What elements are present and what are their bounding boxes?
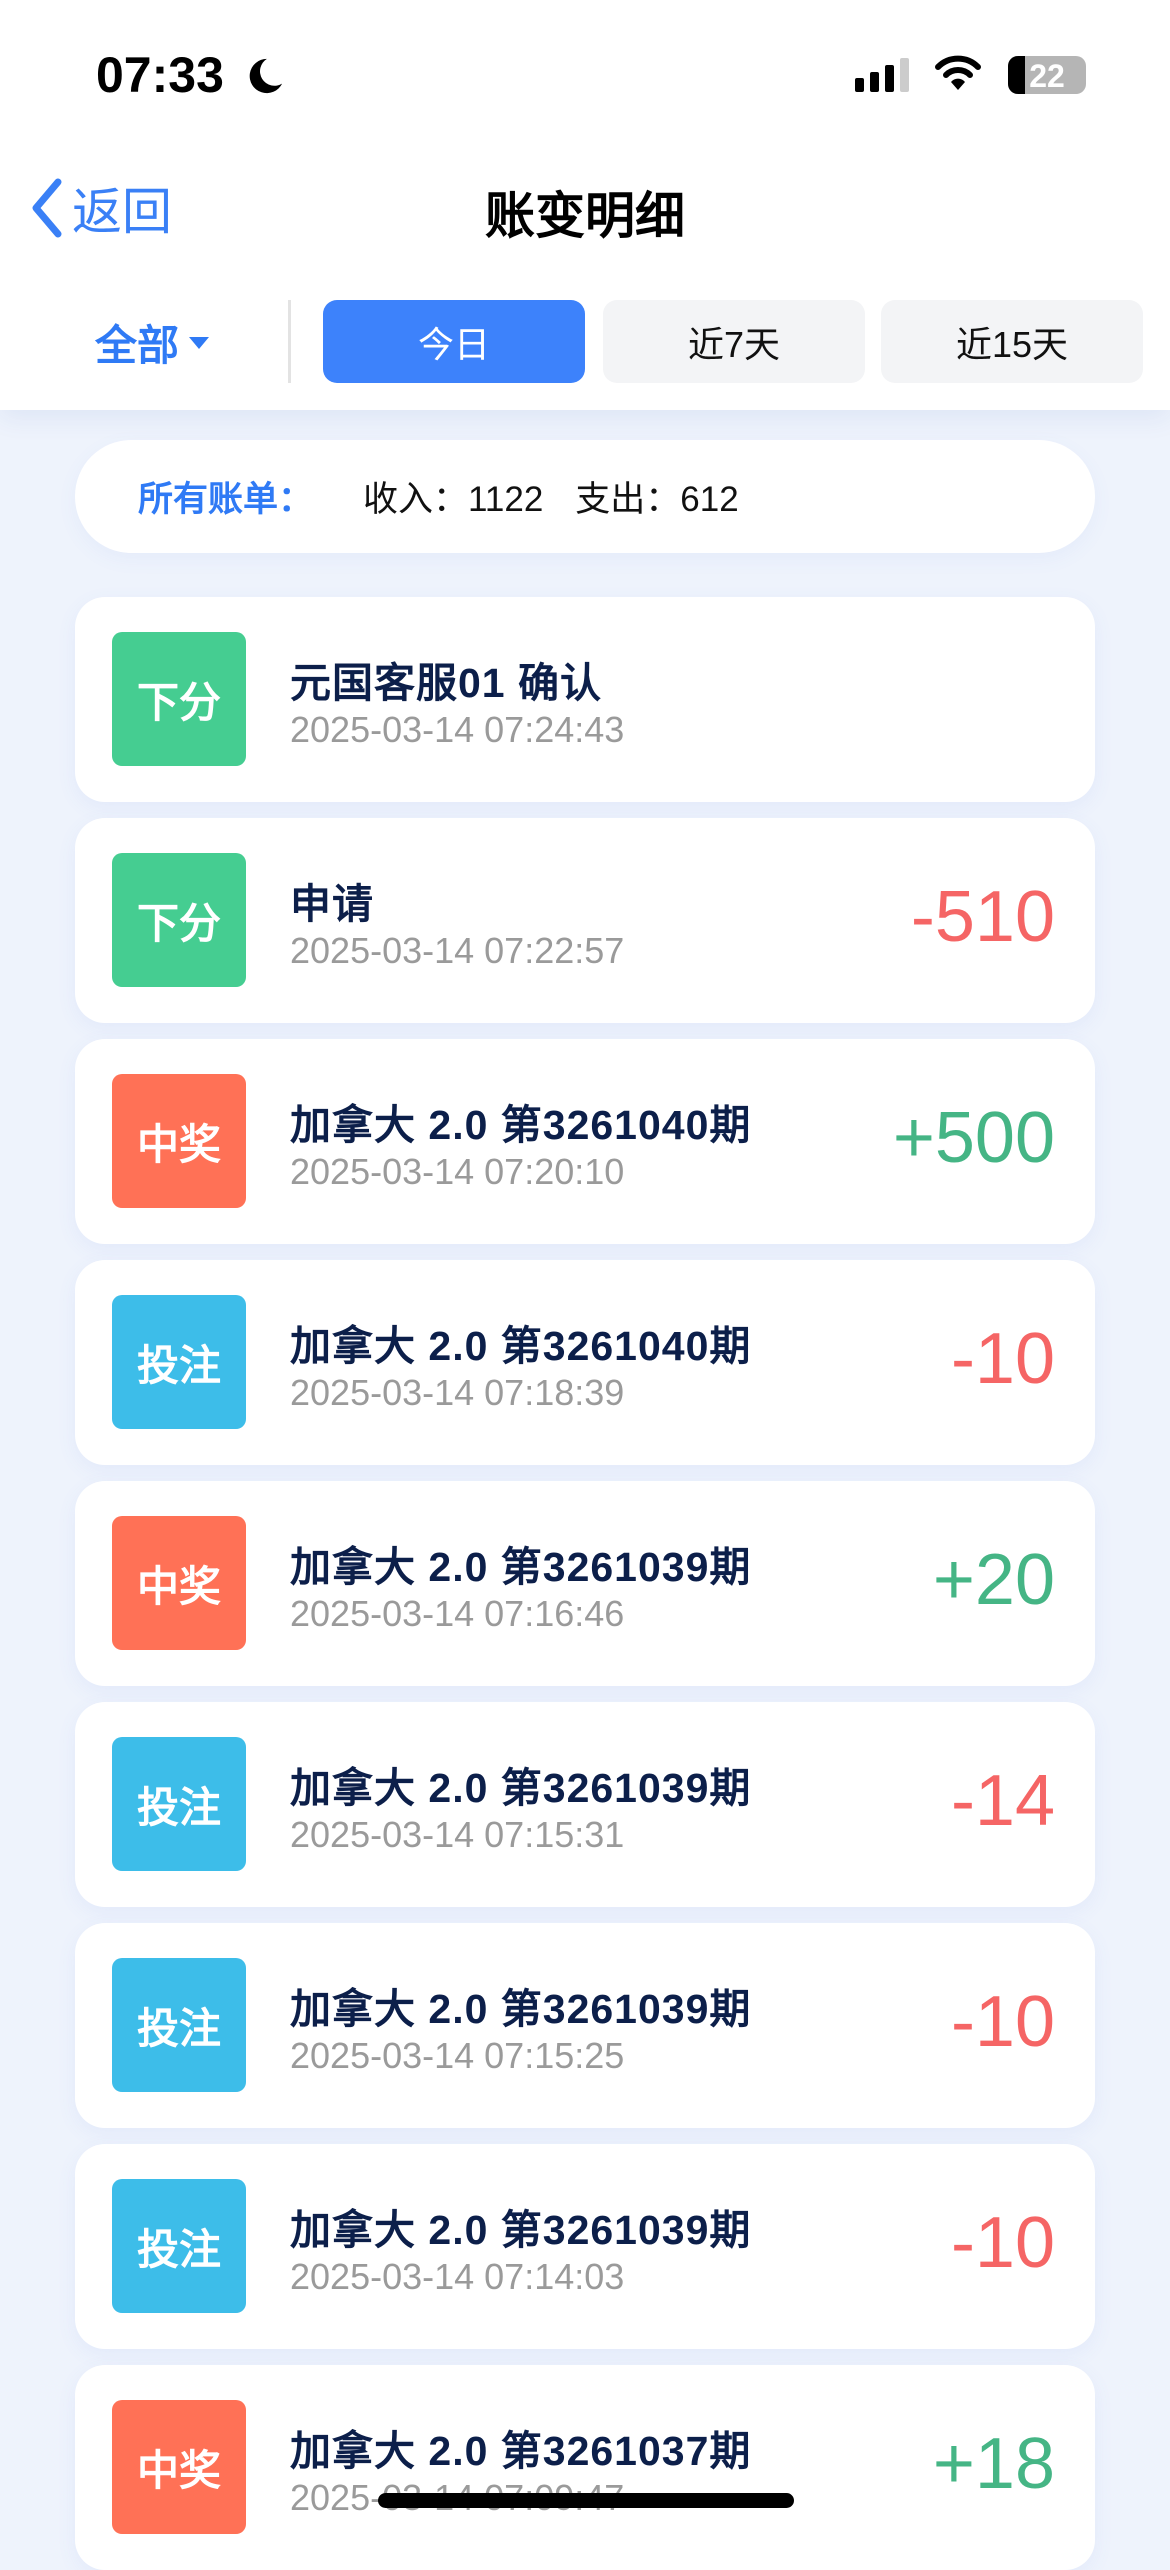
record-amount: -10 xyxy=(950,1319,1055,1399)
record-amount: +20 xyxy=(932,1540,1055,1620)
signal-icon xyxy=(855,58,909,92)
tab-7-days[interactable]: 近7天 xyxy=(603,300,865,383)
back-button[interactable]: 返回 xyxy=(28,172,172,244)
record-title: 元国客服01 确认 xyxy=(290,660,602,706)
wifi-icon xyxy=(935,55,981,90)
expense-total: 支出：612 xyxy=(575,480,739,519)
status-time: 07:33 xyxy=(96,47,224,103)
back-label: 返回 xyxy=(72,184,172,240)
record-title: 加拿大 2.0 第3261040期 xyxy=(290,1323,752,1369)
record-type-badge: 投注 xyxy=(112,2179,246,2313)
record-type-badge: 下分 xyxy=(112,853,246,987)
record-card[interactable]: 中奖 加拿大 2.0 第3261037期 2025-03-14 07:09:47… xyxy=(75,2365,1095,2570)
divider xyxy=(288,300,291,383)
record-date: 2025-03-14 07:18:39 xyxy=(290,1372,625,1413)
record-date: 2025-03-14 07:16:46 xyxy=(290,1593,625,1634)
record-date: 2025-03-14 07:15:25 xyxy=(290,2035,625,2076)
record-type-badge: 中奖 xyxy=(112,1516,246,1650)
record-date: 2025-03-14 07:20:10 xyxy=(290,1151,625,1192)
battery-icon: 22 xyxy=(1008,56,1086,94)
record-amount: -10 xyxy=(950,1982,1055,2062)
summary-bar: 所有账单： 收入：1122 支出：612 xyxy=(75,440,1095,553)
record-amount: -14 xyxy=(950,1761,1055,1841)
record-date: 2025-03-14 07:14:03 xyxy=(290,2256,625,2297)
home-indicator[interactable] xyxy=(378,2493,794,2508)
header: 07:33 22 返回 账变明细 全部 今日 近7天 近15天 xyxy=(0,0,1170,410)
record-card[interactable]: 投注 加拿大 2.0 第3261039期 2025-03-14 07:15:31… xyxy=(75,1702,1095,1907)
record-type-badge: 投注 xyxy=(112,1958,246,2092)
record-date: 2025-03-14 07:24:43 xyxy=(290,709,625,750)
record-title: 加拿大 2.0 第3261039期 xyxy=(290,2207,752,2253)
tab-today[interactable]: 今日 xyxy=(323,300,585,383)
record-title: 加拿大 2.0 第3261039期 xyxy=(290,1986,752,2032)
record-card[interactable]: 投注 加拿大 2.0 第3261040期 2025-03-14 07:18:39… xyxy=(75,1260,1095,1465)
record-type-badge: 中奖 xyxy=(112,1074,246,1208)
record-card[interactable]: 投注 加拿大 2.0 第3261039期 2025-03-14 07:15:25… xyxy=(75,1923,1095,2128)
record-amount: -510 xyxy=(910,877,1055,957)
record-amount: -10 xyxy=(950,2203,1055,2283)
record-type-badge: 中奖 xyxy=(112,2400,246,2534)
record-amount: +500 xyxy=(892,1098,1055,1178)
record-title: 加拿大 2.0 第3261040期 xyxy=(290,1102,752,1148)
record-title: 加拿大 2.0 第3261039期 xyxy=(290,1544,752,1590)
moon-icon xyxy=(249,58,283,94)
record-card[interactable]: 中奖 加拿大 2.0 第3261040期 2025-03-14 07:20:10… xyxy=(75,1039,1095,1244)
page-title: 账变明细 xyxy=(485,188,685,244)
caret-down-icon xyxy=(189,336,210,349)
record-type-badge: 投注 xyxy=(112,1737,246,1871)
record-type-badge: 投注 xyxy=(112,1295,246,1429)
record-title: 加拿大 2.0 第3261039期 xyxy=(290,1765,752,1811)
chevron-left-icon xyxy=(32,178,62,238)
record-card[interactable]: 下分 申请 2025-03-14 07:22:57 -510 xyxy=(75,818,1095,1023)
record-amount: +18 xyxy=(932,2424,1055,2504)
record-card[interactable]: 投注 加拿大 2.0 第3261039期 2025-03-14 07:14:03… xyxy=(75,2144,1095,2349)
record-date: 2025-03-14 07:22:57 xyxy=(290,930,625,971)
income-total: 收入：1122 xyxy=(363,480,544,519)
record-type-badge: 下分 xyxy=(112,632,246,766)
tab-15-days[interactable]: 近15天 xyxy=(881,300,1143,383)
record-title: 申请 xyxy=(290,881,374,927)
type-filter-dropdown[interactable]: 全部 xyxy=(95,312,210,373)
record-date: 2025-03-14 07:15:31 xyxy=(290,1814,625,1855)
record-card[interactable]: 中奖 加拿大 2.0 第3261039期 2025-03-14 07:16:46… xyxy=(75,1481,1095,1686)
record-card[interactable]: 下分 元国客服01 确认 2025-03-14 07:24:43 xyxy=(75,597,1095,802)
summary-label: 所有账单： xyxy=(138,480,314,519)
record-title: 加拿大 2.0 第3261037期 xyxy=(290,2428,752,2474)
